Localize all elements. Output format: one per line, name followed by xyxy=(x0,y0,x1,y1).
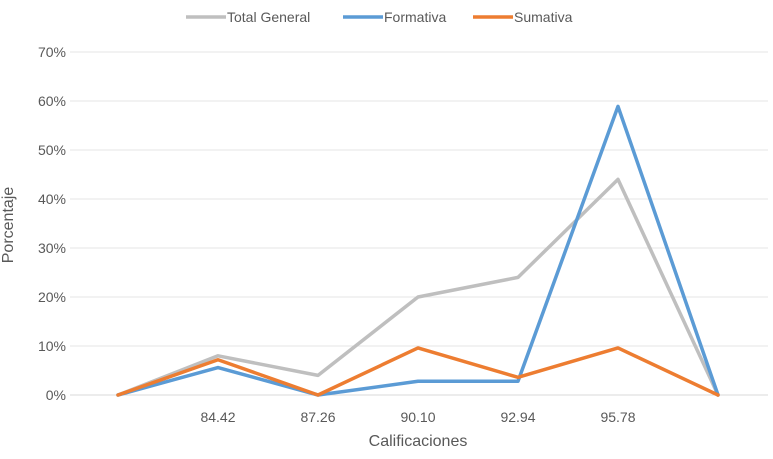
x-axis-ticks: 84.42 87.26 90.10 92.94 95.78 xyxy=(200,409,635,425)
series-lines xyxy=(116,104,720,397)
series-line-total-general xyxy=(116,177,720,397)
y-tick-label: 0% xyxy=(46,387,66,403)
x-tick-label: 95.78 xyxy=(600,409,635,425)
legend-label: Formativa xyxy=(384,9,446,25)
legend: Total General Formativa Sumativa xyxy=(186,9,573,25)
legend-label: Total General xyxy=(227,9,310,25)
y-tick-label: 50% xyxy=(38,142,66,158)
y-axis-ticks: 0% 10% 20% 30% 40% 50% 60% 70% xyxy=(38,44,66,403)
x-axis-title: Calificaciones xyxy=(369,433,468,450)
y-axis-title: Porcentaje xyxy=(0,187,17,264)
x-tick-label: 84.42 xyxy=(200,409,235,425)
legend-label: Sumativa xyxy=(514,9,573,25)
y-tick-label: 60% xyxy=(38,93,66,109)
y-tick-label: 10% xyxy=(38,338,66,354)
x-tick-label: 90.10 xyxy=(400,409,435,425)
series-line-formativa xyxy=(116,104,720,397)
x-tick-label: 87.26 xyxy=(300,409,335,425)
y-tick-label: 40% xyxy=(38,191,66,207)
y-tick-label: 20% xyxy=(38,289,66,305)
series-line-sumativa xyxy=(116,346,720,397)
y-tick-label: 30% xyxy=(38,240,66,256)
y-tick-label: 70% xyxy=(38,44,66,60)
x-tick-label: 92.94 xyxy=(500,409,535,425)
gridlines xyxy=(70,51,768,396)
